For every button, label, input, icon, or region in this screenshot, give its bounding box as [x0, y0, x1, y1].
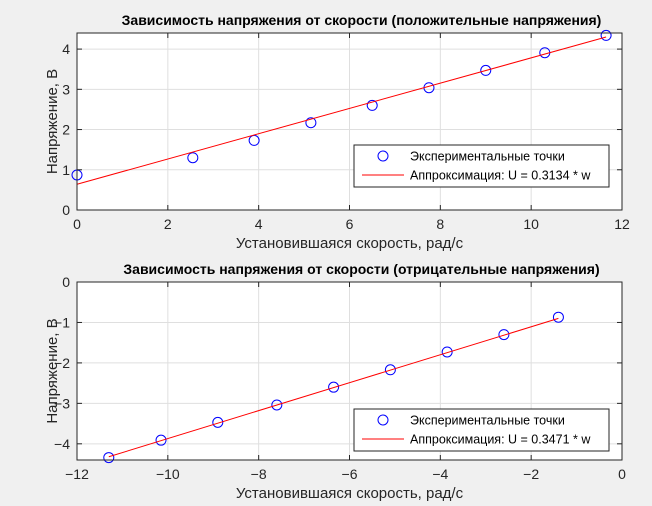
chart1-legend-label: Аппроксимация: U = 0.3134 * w	[410, 169, 591, 183]
chart2-legend-label: Экспериментальные точки	[410, 414, 565, 428]
chart2-y-tick-label: −4	[54, 436, 70, 452]
chart1-y-tick-label: 0	[62, 202, 70, 218]
chart2-y-tick-label: −1	[54, 314, 70, 330]
chart1-y-tick-label: 3	[62, 81, 70, 97]
chart2-legend-box	[353, 408, 610, 452]
chart2-y-tick-label: −3	[54, 395, 70, 411]
chart1-data-point	[305, 117, 317, 129]
chart1-data-point	[187, 152, 199, 164]
chart2-data-point	[498, 329, 510, 341]
chart2-title: Зависимость напряжения от скорости (отри…	[123, 261, 599, 277]
chart2-x-tick-label: −10	[156, 466, 180, 482]
chart1-y-tick-label: 4	[62, 41, 70, 57]
chart2-x-axis-label: Установившаяся скорость, рад/с	[236, 485, 464, 502]
chart1-x-tick-label: 10	[523, 216, 539, 232]
chart2-data-point	[271, 399, 283, 411]
chart2-y-tick-label: 0	[62, 274, 70, 290]
chart2-y-axis-label: Напряжение, В	[44, 318, 61, 423]
chart2-y-tick-label: −2	[54, 355, 70, 371]
chart2-data-point	[384, 364, 396, 376]
chart1-x-tick-label: 4	[255, 216, 263, 232]
chart1-x-axis-label: Установившаяся скорость, рад/с	[236, 235, 464, 252]
chart1-legend-box	[353, 144, 610, 188]
chart1-title: Зависимость напряжения от скорости (поло…	[122, 12, 602, 28]
chart2-data-point	[155, 434, 167, 446]
chart2-legend: Экспериментальные точки Аппроксимация: U …	[353, 408, 610, 452]
chart1-x-tick-label: 0	[73, 216, 81, 232]
chart2-data-point	[441, 346, 453, 358]
chart2-x-tick-label: −6	[342, 466, 358, 482]
chart1-data-point	[600, 29, 612, 41]
chart2-data-point	[552, 311, 564, 323]
chart1-y-axis-label: Напряжение, В	[44, 69, 61, 174]
chart1-x-tick-label: 8	[436, 216, 444, 232]
chart1-legend-label: Экспериментальные точки	[410, 150, 565, 164]
chart2-fit-line	[108, 317, 559, 458]
chart1-x-tick-label: 6	[346, 216, 354, 232]
chart2-legend-marker-swatch	[377, 414, 389, 426]
chart1-data-point	[480, 64, 492, 76]
chart2-x-tick-label: −4	[432, 466, 448, 482]
chart2-x-tick-label: −12	[65, 466, 89, 482]
chart2-data-point	[103, 452, 115, 464]
chart1-y-tick-label: 2	[62, 122, 70, 138]
chart1-data-point	[366, 99, 378, 111]
chart1-x-tick-label: 12	[614, 216, 630, 232]
chart1-legend-marker-swatch	[377, 150, 389, 162]
chart2-x-tick-label: 0	[618, 466, 626, 482]
chart2-data-point	[328, 381, 340, 393]
chart2-data-point	[212, 416, 224, 428]
chart2-legend-label: Аппроксимация: U = 0.3471 * w	[410, 433, 591, 447]
chart2-x-tick-label: −8	[251, 466, 267, 482]
chart1-x-tick-label: 2	[164, 216, 172, 232]
chart1-y-tick-label: 1	[62, 162, 70, 178]
chart1-legend: Экспериментальные точки Аппроксимация: U …	[353, 144, 610, 188]
chart2-x-tick-label: −2	[523, 466, 539, 482]
chart1-fit-line	[76, 36, 607, 185]
